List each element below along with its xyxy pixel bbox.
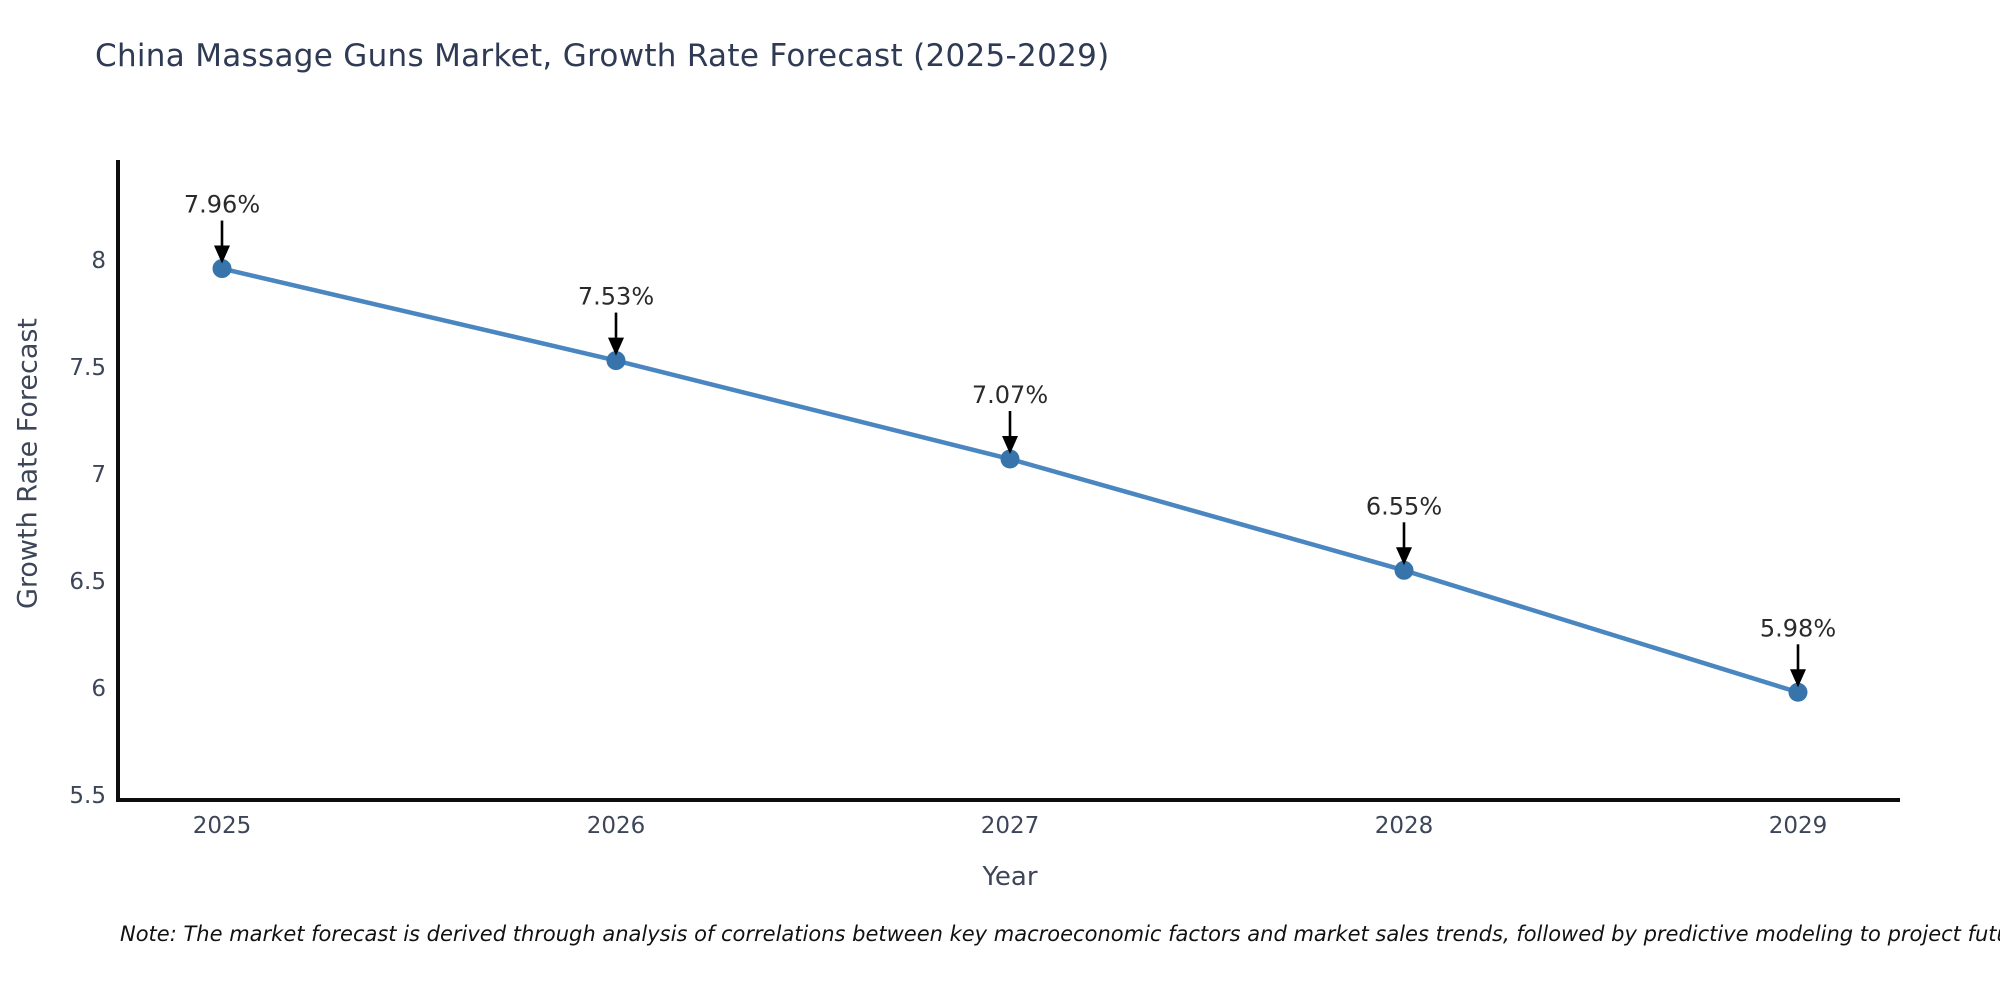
y-tick-label: 5.5: [69, 783, 106, 809]
x-tick-label: 2027: [981, 813, 1040, 839]
y-tick-label: 8: [91, 248, 106, 274]
chart-title: China Massage Guns Market, Growth Rate F…: [95, 38, 1110, 74]
data-point: [1788, 682, 1808, 702]
y-tick-label: 6: [91, 676, 106, 702]
y-tick-label: 7: [91, 462, 106, 488]
annotation-arrowhead: [1396, 547, 1412, 566]
data-point: [1000, 449, 1020, 469]
y-axis-title: Growth Rate Forecast: [12, 317, 44, 610]
data-point: [1394, 560, 1414, 580]
data-point: [212, 259, 232, 279]
annotation-arrowhead: [214, 245, 230, 264]
point-value-label: 6.55%: [1366, 492, 1442, 520]
forecast-line: [219, 266, 1801, 695]
point-value-label: 7.53%: [578, 283, 654, 311]
annotation-arrowhead: [1790, 669, 1806, 688]
x-tick-label: 2025: [193, 813, 252, 839]
y-tick-label: 6.5: [69, 569, 106, 595]
data-point: [606, 351, 626, 371]
point-value-label: 7.07%: [972, 381, 1048, 409]
y-tick-label: 7.5: [69, 355, 106, 381]
point-value-label: 5.98%: [1760, 614, 1836, 642]
point-value-label: 7.96%: [184, 191, 260, 219]
x-tick-label: 2029: [1769, 813, 1828, 839]
x-axis-title: Year: [982, 862, 1038, 892]
x-tick-label: 2028: [1375, 813, 1434, 839]
annotation-arrowhead: [608, 337, 624, 356]
annotation-arrowhead: [1002, 436, 1018, 455]
footnote: Note: The market forecast is derived thr…: [120, 922, 2000, 946]
x-tick-label: 2026: [587, 813, 646, 839]
